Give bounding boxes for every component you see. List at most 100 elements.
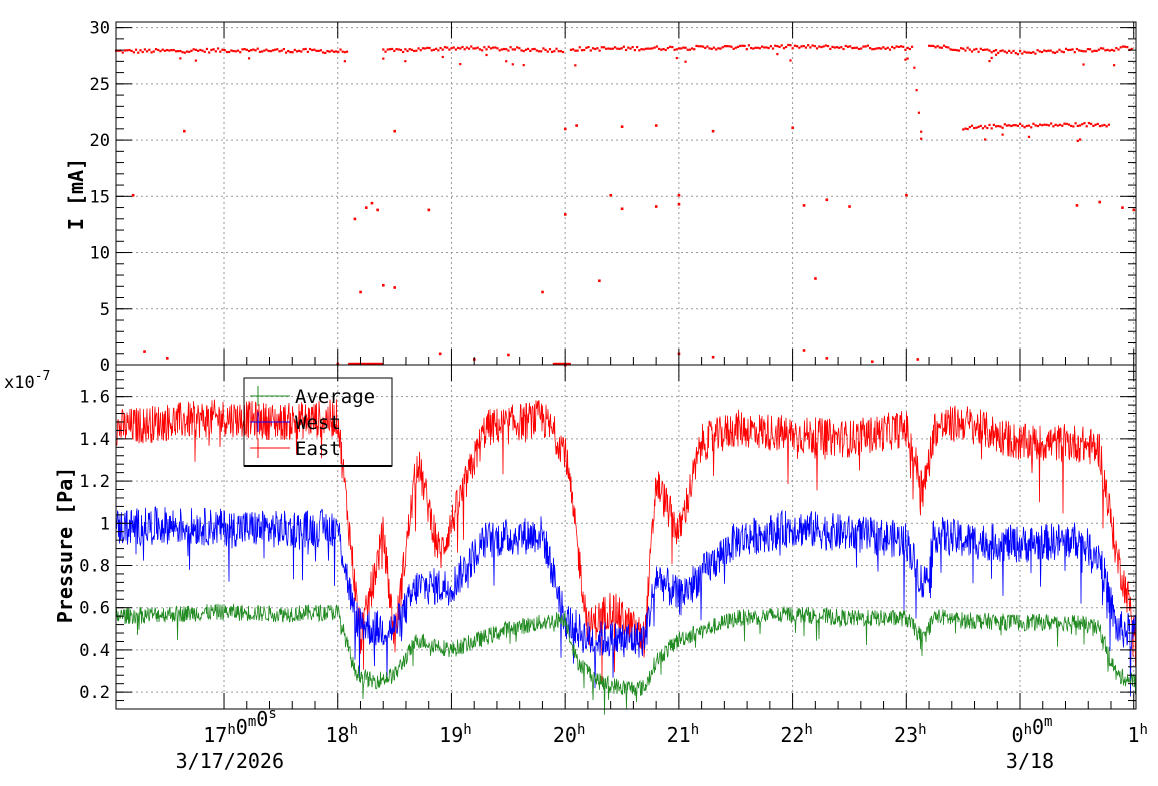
current-data-point <box>371 362 375 366</box>
tick-unit: h <box>1024 722 1032 738</box>
current-data-point <box>774 44 777 47</box>
current-data-point <box>1005 51 1009 54</box>
current-data-point <box>964 49 967 52</box>
current-data-point <box>194 59 197 62</box>
x-tick-label: 1h <box>1127 722 1147 747</box>
current-data-point <box>973 126 976 130</box>
current-data-point <box>1073 51 1076 54</box>
current-data-point <box>391 47 394 51</box>
current-data-point <box>496 47 499 50</box>
current-data-point <box>1076 124 1079 128</box>
current-data-point <box>247 49 251 53</box>
current-data-point <box>369 362 372 366</box>
current-data-point <box>706 45 709 48</box>
current-data-point <box>815 47 819 50</box>
current-data-point <box>298 49 301 53</box>
current-data-point <box>1110 48 1114 51</box>
current-data-point <box>1036 49 1039 52</box>
current-data-point <box>1043 123 1046 126</box>
current-data-point <box>866 44 869 47</box>
current-data-point <box>873 47 876 51</box>
current-data-point <box>1010 51 1013 54</box>
current-data-point <box>669 45 672 48</box>
current-data-point <box>546 50 549 53</box>
current-data-point <box>131 193 135 197</box>
current-data-point <box>426 46 429 49</box>
current-data-point <box>888 48 892 51</box>
current-data-point <box>208 51 211 54</box>
current-data-point <box>1102 47 1105 50</box>
current-data-point <box>505 48 508 51</box>
current-data-point <box>1010 124 1013 128</box>
current-y-tick-label: 5 <box>100 300 110 320</box>
current-data-point <box>261 50 264 53</box>
current-data-point <box>660 48 663 51</box>
current-data-point <box>1008 124 1011 127</box>
current-data-point <box>1115 46 1118 50</box>
current-data-point <box>979 124 982 128</box>
current-y-tick-label: 30 <box>90 19 110 39</box>
current-data-point <box>811 44 814 47</box>
current-data-point <box>1025 51 1028 54</box>
current-data-point <box>1050 122 1053 125</box>
current-data-point <box>728 45 731 48</box>
current-data-point <box>474 47 477 50</box>
current-data-point <box>452 46 455 49</box>
current-data-point <box>1064 47 1068 50</box>
current-data-point <box>441 55 444 59</box>
current-data-point <box>361 362 364 366</box>
current-data-point <box>627 46 630 49</box>
current-data-point <box>675 56 678 60</box>
current-data-point <box>754 46 757 49</box>
current-data-point <box>1032 51 1035 54</box>
current-data-point <box>994 125 998 128</box>
current-data-point <box>1001 133 1004 136</box>
current-data-point <box>787 43 790 47</box>
current-data-point <box>311 48 314 52</box>
current-data-point <box>552 362 555 366</box>
current-data-point <box>1036 124 1039 128</box>
current-data-point <box>1085 125 1088 128</box>
current-data-point <box>308 47 312 51</box>
current-data-point <box>1058 123 1062 126</box>
x-tick-label: 17h0m0s <box>203 706 276 747</box>
current-data-point <box>928 44 931 47</box>
current-data-point <box>143 48 147 51</box>
current-data-point <box>377 362 380 366</box>
current-data-point <box>986 48 989 51</box>
current-data-point <box>245 48 248 51</box>
current-data-point <box>181 51 184 54</box>
current-data-point <box>829 47 832 51</box>
current-data-point <box>741 44 744 47</box>
x-tick-label: 0h0m <box>1012 714 1053 747</box>
current-data-point <box>602 46 606 49</box>
current-data-point <box>1130 47 1133 51</box>
current-data-point <box>1101 124 1104 127</box>
current-data-point <box>437 49 440 52</box>
current-data-point <box>855 46 858 49</box>
current-data-point <box>352 362 355 366</box>
current-data-point <box>791 47 794 50</box>
current-data-point <box>1094 123 1097 126</box>
current-data-point <box>557 50 560 53</box>
current-data-point <box>132 51 135 54</box>
current-data-point <box>1021 52 1024 55</box>
current-data-point <box>684 46 687 49</box>
current-data-point <box>1041 124 1044 127</box>
current-data-point <box>893 47 896 50</box>
x-tick-label: 23h <box>894 722 927 747</box>
current-data-point <box>441 48 444 51</box>
current-data-point <box>871 48 874 51</box>
tick-unit: h <box>691 722 699 738</box>
current-data-point <box>370 362 374 366</box>
current-data-point <box>265 48 268 51</box>
current-data-point <box>583 48 586 52</box>
current-data-point <box>284 51 288 54</box>
current-data-point <box>214 50 217 53</box>
current-data-point <box>368 362 371 366</box>
current-data-point <box>319 49 323 52</box>
current-data-point <box>620 207 624 211</box>
current-data-point <box>417 47 420 50</box>
current-data-point <box>824 44 827 47</box>
current-data-point <box>846 45 850 48</box>
